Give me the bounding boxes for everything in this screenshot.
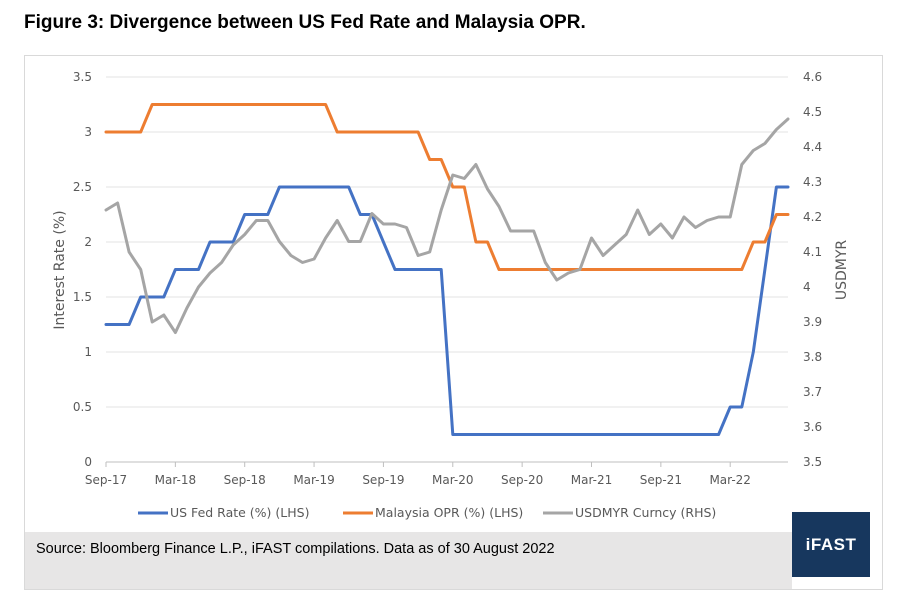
right-tick-label: 4.2: [803, 210, 822, 224]
right-tick-label: 4.3: [803, 175, 822, 189]
right-tick-label: 4.5: [803, 105, 822, 119]
legend: US Fed Rate (%) (LHS) Malaysia OPR (%) (L…: [138, 505, 716, 520]
right-tick-label: 4: [803, 280, 811, 294]
x-tick-label: Mar-22: [709, 473, 750, 487]
right-tick-label: 3.5: [803, 455, 822, 469]
left-axis-title: Interest Rate (%): [52, 210, 68, 329]
x-tick-label: Sep-18: [224, 473, 266, 487]
x-tick-label: Sep-20: [501, 473, 543, 487]
left-tick-label: 0: [84, 455, 92, 469]
right-tick-label: 3.8: [803, 350, 822, 364]
legend-label: USDMYR Curncy (RHS): [575, 505, 716, 520]
x-tick-label: Mar-19: [293, 473, 334, 487]
right-tick-label: 3.6: [803, 420, 822, 434]
source-bar: [25, 532, 792, 589]
opr-line: [104, 103, 790, 271]
x-axis-ticks: Sep-17 Mar-18 Sep-18 Mar-19 Sep-19 Mar-20 Sep-…: [85, 462, 751, 487]
x-tick-label: Mar-21: [571, 473, 612, 487]
left-tick-label: 1.5: [73, 290, 92, 304]
right-tick-label: 4.6: [803, 70, 822, 84]
left-tick-label: 0.5: [73, 400, 92, 414]
right-tick-label: 4.4: [803, 140, 822, 154]
fed-rate-line: [104, 185, 790, 436]
x-tick-label: Mar-18: [155, 473, 196, 487]
legend-label: Malaysia OPR (%) (LHS): [375, 505, 523, 520]
right-axis-title: USDMYR: [834, 240, 850, 301]
x-tick-label: Sep-17: [85, 473, 127, 487]
x-tick-label: Mar-20: [432, 473, 473, 487]
right-tick-label: 4.1: [803, 245, 822, 259]
x-tick-label: Sep-21: [640, 473, 682, 487]
figure-title: Figure 3: Divergence between US Fed Rate…: [24, 12, 586, 33]
left-tick-label: 2.5: [73, 180, 92, 194]
x-tick-label: Sep-19: [362, 473, 404, 487]
left-axis-ticks: 0 0.5 1 1.5 2 2.5 3 3.5: [73, 70, 92, 469]
left-tick-label: 3: [84, 125, 92, 139]
source-note: Source: Bloomberg Finance L.P., iFAST co…: [36, 541, 555, 557]
usdmyr-line: [104, 117, 790, 334]
right-tick-label: 3.9: [803, 315, 822, 329]
left-tick-label: 2: [84, 235, 92, 249]
chart-frame: [24, 55, 883, 590]
ifast-logo: iFAST: [792, 512, 870, 577]
legend-label: US Fed Rate (%) (LHS): [170, 505, 309, 520]
left-tick-label: 3.5: [73, 70, 92, 84]
series-lines: [104, 103, 790, 436]
right-axis-ticks: 3.5 3.6 3.7 3.8 3.9 4 4.1 4.2 4.3 4.4 4.5 4.6: [803, 70, 822, 469]
right-tick-label: 3.7: [803, 385, 822, 399]
left-tick-label: 1: [84, 345, 92, 359]
